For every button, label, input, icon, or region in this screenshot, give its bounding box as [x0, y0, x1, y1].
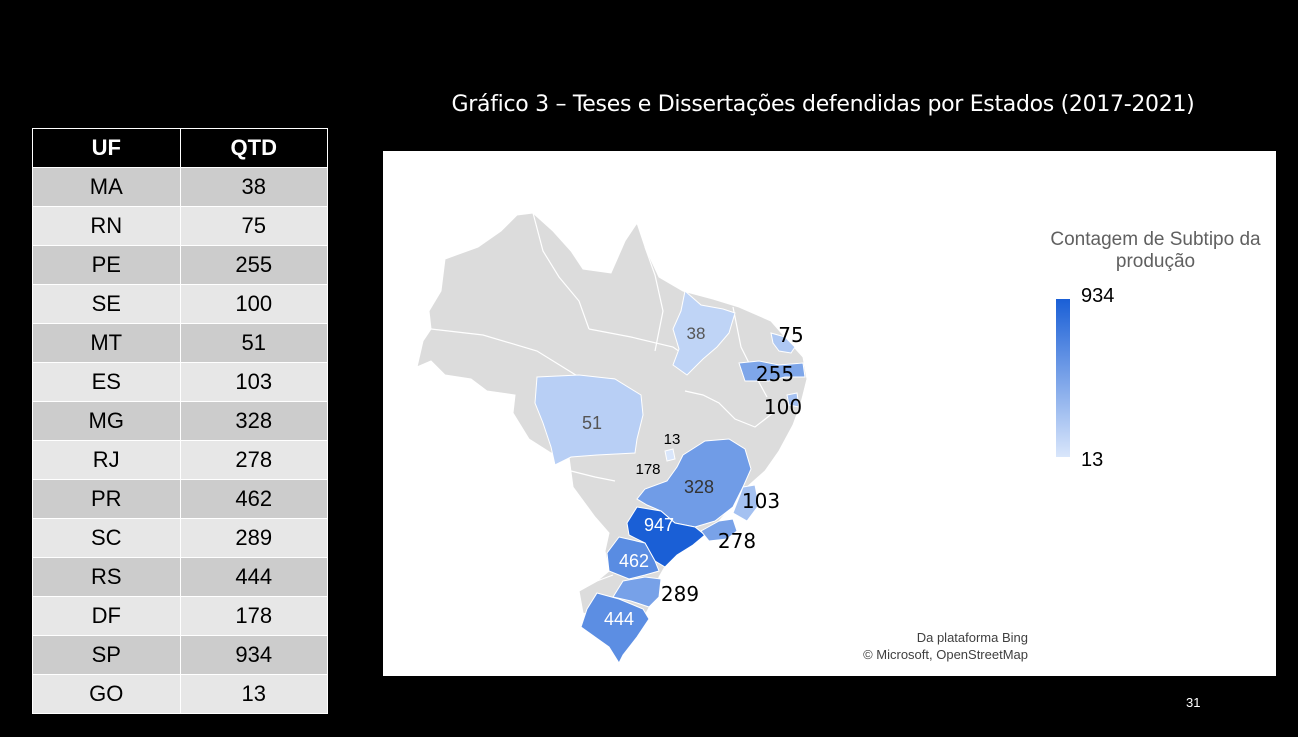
uf-cell: SP	[32, 635, 181, 675]
state-border	[532, 212, 590, 330]
table-row: RS 444	[32, 557, 328, 597]
uf-cell: DF	[32, 596, 181, 636]
state-pe[interactable]	[738, 360, 806, 382]
state-border	[578, 574, 614, 592]
state-pr[interactable]	[606, 536, 660, 580]
state-ma[interactable]	[672, 290, 736, 376]
map-label-mg: 328	[684, 477, 714, 497]
state-rn[interactable]	[770, 332, 796, 354]
state-es[interactable]	[732, 484, 760, 522]
state-border	[684, 390, 774, 428]
state-se[interactable]	[786, 392, 800, 408]
map-panel: 38 75 255 100 51 13 178 328 103 947 278 …	[383, 151, 1276, 676]
state-go[interactable]	[664, 448, 676, 462]
state-border	[644, 246, 664, 352]
qtd-cell: 255	[179, 245, 328, 285]
uf-cell: MT	[32, 323, 181, 363]
map-label-sp: 947	[644, 515, 674, 535]
qtd-cell: 103	[179, 362, 328, 402]
map-label-es: 103	[742, 489, 780, 513]
uf-cell: MA	[32, 167, 181, 207]
table-row: SC 289	[32, 518, 328, 558]
qtd-cell: 51	[179, 323, 328, 363]
table-row: RJ 278	[32, 440, 328, 480]
map-label-pr: 462	[619, 551, 649, 571]
state-sp[interactable]	[626, 506, 706, 568]
table-row: PE 255	[32, 245, 328, 285]
qtd-cell: 178	[179, 596, 328, 636]
state-mt[interactable]	[534, 374, 644, 466]
state-border	[732, 306, 768, 398]
table-row: RN 75	[32, 206, 328, 246]
map-label-rs: 444	[604, 609, 634, 629]
table-row: ES 103	[32, 362, 328, 402]
table-row: DF 178	[32, 596, 328, 636]
table-row: MA 38	[32, 167, 328, 207]
uf-header: UF	[32, 128, 181, 168]
qtd-cell: 462	[179, 479, 328, 519]
uf-cell: RS	[32, 557, 181, 597]
map-regions	[534, 290, 806, 665]
qtd-header: QTD	[179, 128, 328, 168]
map-label-se: 100	[764, 395, 802, 419]
table-row: MT 51	[32, 323, 328, 363]
qtd-cell: 278	[179, 440, 328, 480]
qtd-cell: 444	[179, 557, 328, 597]
uf-cell: RN	[32, 206, 181, 246]
uf-cell: PR	[32, 479, 181, 519]
legend-min-label: 13	[1081, 449, 1104, 471]
uf-cell: RJ	[32, 440, 181, 480]
uf-cell: SC	[32, 518, 181, 558]
uf-table: UF QTD MA 38 RN 75 PE 255 SE 100 MT 51 ES 103 MG 328 R…	[32, 128, 328, 714]
qtd-cell: 100	[179, 284, 328, 324]
map-label-rj: 278	[718, 529, 756, 553]
qtd-cell: 328	[179, 401, 328, 441]
map-labels: 38 75 255 100 51 13 178 328 103 947 278 …	[582, 323, 804, 629]
table-row: PR 462	[32, 479, 328, 519]
qtd-cell: 13	[179, 674, 328, 714]
legend-max-label: 934	[1081, 285, 1115, 307]
legend-color-scale	[1056, 299, 1070, 457]
slide-title: Gráfico 3 – Teses e Dissertações defendi…	[451, 92, 1195, 117]
map-label-ma: 38	[687, 324, 706, 343]
qtd-cell: 934	[179, 635, 328, 675]
table-header-row: UF QTD	[32, 128, 328, 168]
map-attribution: Da plataforma Bing © Microsoft, OpenStre…	[823, 629, 1028, 663]
qtd-cell: 38	[179, 167, 328, 207]
table-row: GO 13	[32, 674, 328, 714]
map-label-go: 13	[664, 431, 681, 448]
map-label-rn: 75	[778, 323, 803, 347]
map-label-sc: 289	[661, 582, 699, 606]
map-label-df: 178	[635, 461, 660, 478]
attribution-line-1: Da plataforma Bing	[916, 630, 1028, 645]
qtd-cell: 289	[179, 518, 328, 558]
state-rs[interactable]	[580, 592, 650, 665]
table-row: SP 934	[32, 635, 328, 675]
brazil-map: 38 75 255 100 51 13 178 328 103 947 278 …	[416, 212, 808, 665]
uf-cell: MG	[32, 401, 181, 441]
map-label-mt: 51	[582, 413, 602, 433]
table-row: MG 328	[32, 401, 328, 441]
attribution-line-2: © Microsoft, OpenStreetMap	[863, 647, 1028, 662]
state-border	[570, 470, 616, 482]
map-label-pe: 255	[756, 362, 794, 386]
uf-cell: GO	[32, 674, 181, 714]
uf-cell: ES	[32, 362, 181, 402]
qtd-cell: 75	[179, 206, 328, 246]
page-number: 31	[1186, 695, 1201, 710]
legend-title: Contagem de Subtipo da produção	[1050, 229, 1261, 272]
state-rj[interactable]	[700, 518, 738, 542]
uf-cell: PE	[32, 245, 181, 285]
uf-cell: SE	[32, 284, 181, 324]
table-row: SE 100	[32, 284, 328, 324]
